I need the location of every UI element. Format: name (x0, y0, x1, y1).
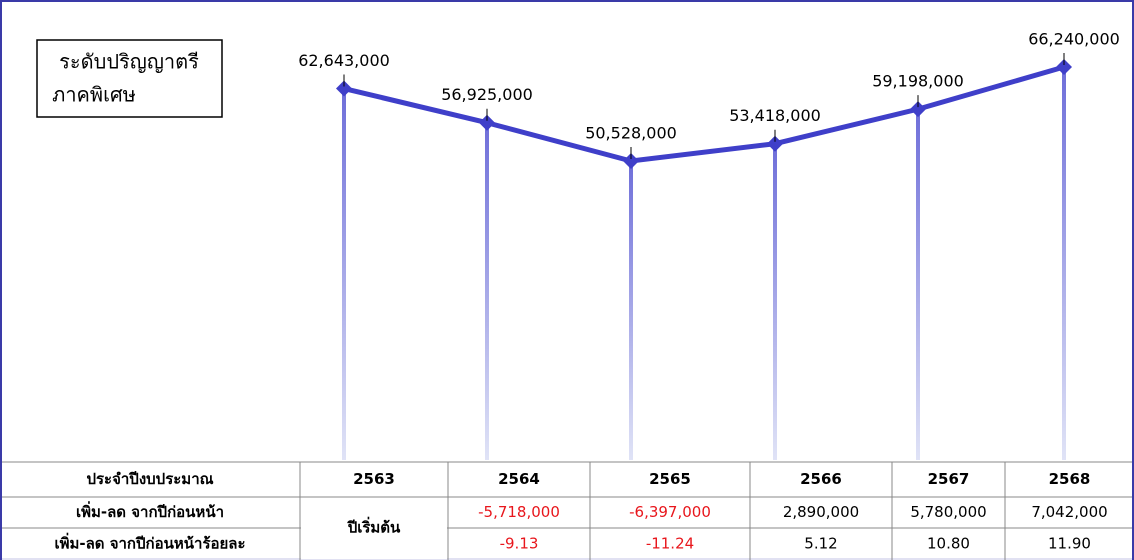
row-label: เพิ่ม-ลด จากปีก่อนหน้า (76, 501, 224, 521)
start-label: ปีเริ่มต้น (347, 517, 401, 537)
x-tick-label: 2568 (1049, 470, 1091, 488)
point (1056, 59, 1072, 75)
drop-line (629, 161, 633, 460)
title-box (36, 39, 223, 118)
point (336, 80, 352, 97)
drop-line (342, 88, 346, 461)
x-tick-label: 2567 (928, 470, 970, 488)
table-cell: -11.24 (646, 535, 694, 553)
x-tick-label: 2564 (498, 470, 540, 488)
drop-line (1062, 67, 1066, 460)
point (623, 153, 639, 169)
point (767, 135, 783, 152)
point (479, 114, 495, 131)
chart-title: ภาคพิเศษ (52, 83, 136, 107)
x-tick-label: 2563 (353, 470, 395, 488)
data-label: 50,528,000 (585, 124, 677, 143)
table-cell: 5,780,000 (910, 503, 986, 521)
table-cell: 11.90 (1048, 535, 1091, 553)
data-label: 59,198,000 (872, 72, 964, 91)
table-cell: -6,397,000 (629, 503, 711, 521)
line (343, 64, 1065, 164)
table-bg (2, 462, 1132, 560)
drop-line (485, 122, 489, 460)
table-cell: -5,718,000 (478, 503, 560, 521)
x-tick-label: 2566 (800, 470, 842, 488)
data-label: 66,240,000 (1028, 30, 1120, 49)
data-label: 62,643,000 (298, 51, 390, 70)
data-label: 53,418,000 (729, 106, 821, 125)
table-cell: 7,042,000 (1031, 503, 1107, 521)
drop-line (773, 143, 777, 461)
table-cell: 10.80 (927, 535, 970, 553)
row-label: เพิ่ม-ลด จากปีก่อนหน้าร้อยละ (54, 533, 245, 553)
drop-line (916, 109, 920, 460)
point (910, 101, 926, 118)
x-tick-label: 2565 (649, 470, 691, 488)
merged-cell (301, 498, 447, 559)
chart-title: ระดับปริญญาตรี (59, 50, 199, 74)
table-cell: -9.13 (500, 535, 539, 553)
table-cell: 5.12 (804, 535, 837, 553)
table-cell: 2,890,000 (783, 503, 859, 521)
table-header: ประจำปีงบประมาณ (86, 470, 213, 488)
data-label: 56,925,000 (441, 85, 533, 104)
